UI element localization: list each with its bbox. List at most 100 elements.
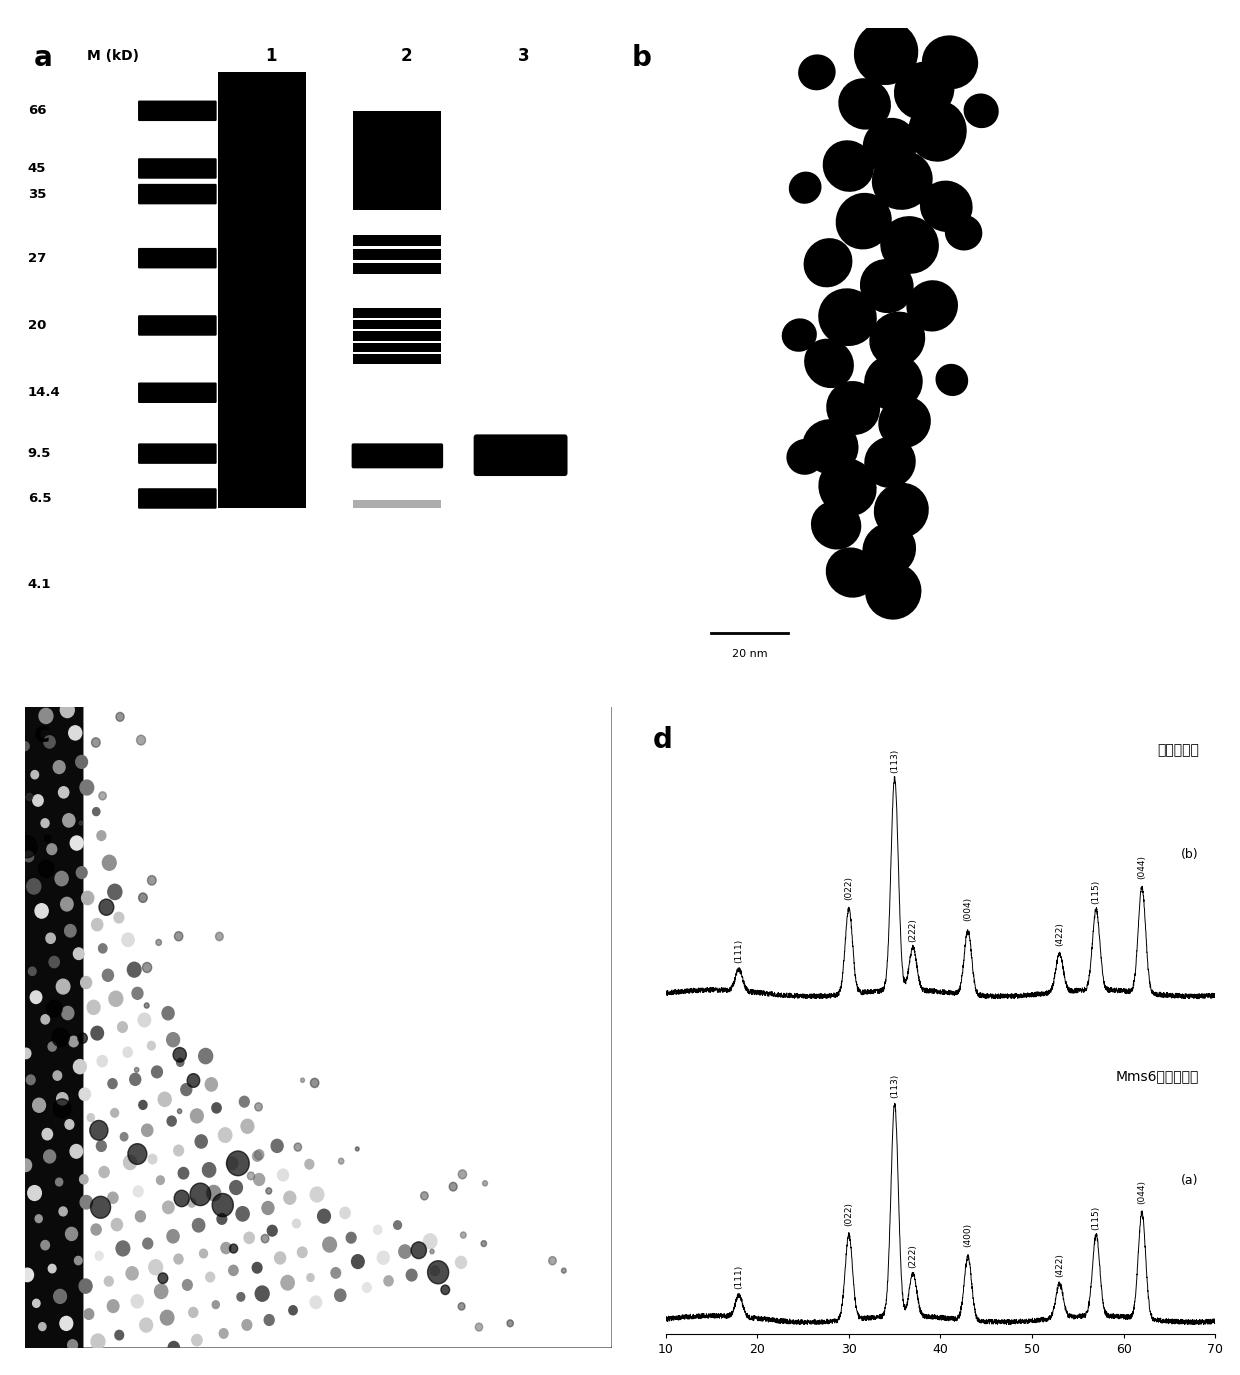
Circle shape (151, 1066, 162, 1078)
Ellipse shape (789, 172, 822, 204)
Circle shape (77, 866, 87, 879)
Circle shape (229, 1181, 243, 1195)
Text: (004): (004) (963, 896, 972, 921)
Ellipse shape (906, 280, 959, 331)
Circle shape (69, 1037, 78, 1046)
Text: (222): (222) (909, 918, 918, 942)
Circle shape (112, 1218, 123, 1231)
Text: 9.5: 9.5 (27, 447, 51, 461)
Circle shape (92, 738, 100, 747)
Circle shape (21, 1048, 31, 1059)
FancyBboxPatch shape (353, 249, 441, 260)
Circle shape (103, 855, 117, 870)
Circle shape (141, 1125, 153, 1136)
Circle shape (459, 1170, 466, 1178)
FancyBboxPatch shape (353, 263, 441, 274)
Circle shape (281, 1276, 294, 1290)
Circle shape (144, 1002, 149, 1008)
Circle shape (38, 708, 53, 723)
Circle shape (289, 1306, 298, 1314)
Circle shape (300, 1078, 305, 1082)
FancyBboxPatch shape (138, 248, 217, 268)
Circle shape (399, 1244, 412, 1258)
Circle shape (60, 1316, 73, 1331)
Circle shape (56, 979, 69, 994)
Circle shape (61, 898, 73, 912)
Circle shape (27, 879, 41, 894)
Circle shape (293, 1220, 300, 1228)
Text: 20 nm: 20 nm (732, 649, 768, 659)
Text: a: a (33, 44, 52, 72)
Circle shape (148, 1154, 156, 1163)
Circle shape (229, 1244, 238, 1253)
Circle shape (104, 1276, 113, 1286)
Circle shape (26, 1075, 35, 1085)
Circle shape (114, 912, 124, 923)
Circle shape (200, 1248, 207, 1258)
Circle shape (216, 932, 223, 941)
Ellipse shape (804, 338, 854, 388)
Circle shape (308, 1273, 314, 1282)
Circle shape (548, 1257, 557, 1265)
Circle shape (95, 1251, 103, 1261)
Text: (115): (115) (1091, 1206, 1101, 1229)
FancyBboxPatch shape (218, 73, 306, 509)
Circle shape (43, 736, 55, 748)
Circle shape (192, 1218, 205, 1232)
FancyBboxPatch shape (353, 308, 441, 318)
Circle shape (274, 1253, 285, 1264)
Circle shape (352, 1255, 365, 1269)
Polygon shape (83, 73, 611, 1348)
Text: 27: 27 (27, 252, 46, 264)
Ellipse shape (921, 36, 978, 89)
Circle shape (310, 1187, 324, 1202)
Circle shape (53, 760, 64, 774)
Circle shape (264, 1314, 274, 1326)
FancyBboxPatch shape (138, 488, 217, 509)
Circle shape (64, 1119, 74, 1129)
Circle shape (248, 1172, 254, 1180)
Circle shape (57, 1093, 68, 1106)
Circle shape (254, 1173, 264, 1185)
Circle shape (131, 987, 143, 1000)
Circle shape (41, 818, 50, 828)
Circle shape (254, 1150, 264, 1159)
Circle shape (71, 836, 83, 850)
Circle shape (53, 1099, 71, 1118)
Circle shape (58, 786, 68, 797)
Text: (113): (113) (890, 1074, 899, 1099)
Circle shape (167, 1229, 179, 1243)
Text: 66: 66 (27, 104, 46, 117)
Circle shape (35, 1216, 42, 1222)
Text: 45: 45 (27, 162, 46, 175)
Circle shape (117, 712, 124, 722)
FancyBboxPatch shape (353, 235, 441, 246)
Circle shape (130, 1074, 140, 1085)
Circle shape (91, 1334, 105, 1349)
FancyBboxPatch shape (138, 443, 217, 463)
Circle shape (239, 1096, 249, 1107)
FancyBboxPatch shape (138, 382, 217, 403)
Circle shape (108, 1299, 119, 1313)
Circle shape (562, 1268, 567, 1273)
Circle shape (268, 1225, 277, 1236)
Ellipse shape (802, 419, 858, 474)
Circle shape (159, 1092, 171, 1107)
Ellipse shape (836, 193, 892, 249)
Ellipse shape (786, 439, 823, 474)
Circle shape (241, 1119, 254, 1133)
Text: (a): (a) (1182, 1174, 1199, 1187)
Circle shape (98, 943, 107, 953)
Circle shape (35, 903, 48, 918)
Circle shape (133, 1187, 143, 1196)
Circle shape (42, 1129, 52, 1140)
Circle shape (41, 1015, 50, 1024)
Circle shape (118, 1022, 128, 1033)
Circle shape (123, 1048, 133, 1057)
Circle shape (262, 1235, 269, 1243)
Ellipse shape (866, 564, 921, 620)
Text: (111): (111) (734, 1265, 744, 1290)
Ellipse shape (838, 78, 892, 129)
Circle shape (97, 1141, 107, 1151)
Circle shape (148, 876, 156, 886)
